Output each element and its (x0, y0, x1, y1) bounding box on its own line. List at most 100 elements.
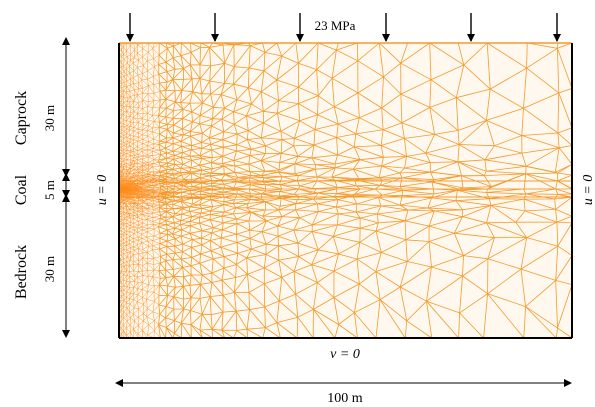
mesh-edge (142, 297, 147, 300)
mesh-edge (129, 62, 134, 67)
mesh-edge (211, 279, 223, 283)
mesh-edge (141, 197, 144, 201)
mesh-edge (165, 295, 168, 307)
mesh-edge (159, 313, 166, 319)
mesh-edge (224, 174, 238, 178)
mesh-edge (211, 282, 224, 296)
mesh-edge (130, 59, 134, 64)
mesh-edge (165, 216, 173, 222)
mesh-edge (458, 144, 486, 161)
mesh-edge (142, 65, 144, 74)
mesh-edge (153, 148, 161, 151)
mesh-edge (359, 230, 377, 243)
right-boundary-condition: u = 0 (581, 175, 595, 205)
mesh-edge (190, 47, 201, 53)
mesh-edge (181, 190, 190, 193)
mesh-edge (210, 204, 224, 212)
mesh-edge (280, 120, 300, 132)
mesh-edge (281, 55, 299, 64)
mesh-edge (160, 172, 167, 174)
mesh-edge (159, 278, 161, 286)
mesh-edge (525, 209, 556, 212)
mesh-edge (224, 107, 234, 113)
mesh-edge (311, 154, 338, 159)
mesh-edge (235, 311, 238, 331)
mesh-edge (182, 121, 193, 130)
mesh-edge (334, 324, 339, 339)
mesh-edge (137, 206, 143, 209)
mesh-edge (120, 317, 124, 323)
mesh-edge (142, 257, 148, 264)
mesh-edge (160, 218, 166, 222)
mesh-edge (189, 103, 193, 112)
mesh-edge (190, 297, 192, 311)
mesh-edge (138, 253, 144, 259)
mesh-edge (146, 202, 154, 205)
mesh-edge (126, 314, 131, 319)
mesh-edge (236, 234, 238, 243)
mesh-edge (223, 188, 238, 191)
mesh-edge (282, 175, 299, 178)
mesh-edge (165, 275, 174, 279)
mesh-edge (209, 80, 225, 84)
mesh-edge (134, 320, 139, 326)
mesh-edge (152, 276, 160, 286)
mesh-edge (132, 74, 139, 78)
mesh-edge (146, 217, 154, 220)
layer-thickness-caprock: 30 m (42, 105, 57, 131)
mesh-edge (260, 153, 266, 161)
mesh-edge (121, 133, 125, 136)
mesh-edge (200, 172, 211, 175)
mesh-edge (183, 78, 193, 80)
mesh-edge (280, 139, 283, 154)
mesh-edge (147, 149, 153, 152)
mesh-edge (165, 155, 175, 159)
mesh-edge (153, 263, 161, 271)
mesh-edge (153, 330, 155, 339)
mesh-edge (246, 110, 264, 117)
mesh-edge (137, 75, 139, 84)
mesh-edge (121, 265, 125, 268)
mesh-edge (124, 265, 127, 267)
mesh-edge (153, 217, 161, 219)
mesh-edge (123, 270, 127, 273)
mesh-edge (223, 183, 234, 189)
mesh-edge (233, 111, 235, 125)
mesh-edge (166, 229, 169, 235)
mesh-edge (521, 152, 527, 167)
mesh-edge (525, 306, 557, 339)
mesh-edge (152, 240, 161, 244)
mesh-edge (133, 139, 138, 142)
mesh-edge (333, 106, 339, 125)
mesh-edge (431, 197, 456, 202)
mesh-edge (338, 241, 361, 255)
mesh-edge (357, 60, 384, 78)
mesh-edge (142, 143, 148, 146)
mesh-edge (224, 207, 236, 213)
mesh-edge (318, 249, 339, 255)
mesh-edge (123, 59, 128, 64)
mesh-edge (132, 77, 139, 84)
mesh-edge (118, 163, 150, 190)
mesh-edge (523, 198, 556, 210)
mesh-edge (249, 188, 262, 195)
mesh-edge (318, 192, 338, 195)
mesh-edge (129, 233, 135, 237)
mesh-edge (129, 304, 131, 313)
mesh-edge (335, 167, 354, 170)
mesh-edge (123, 253, 128, 257)
mesh-edge (121, 131, 125, 134)
mesh-edge (211, 258, 214, 274)
mesh-edge (201, 133, 203, 143)
mesh-edge (121, 295, 124, 297)
mesh-edge (556, 222, 559, 247)
mesh-edge (129, 320, 135, 326)
mesh-edge (555, 188, 559, 195)
mesh-edge (199, 164, 213, 170)
mesh-edge (294, 156, 299, 165)
mesh-edge (211, 185, 224, 190)
mesh-edge (153, 201, 159, 205)
mesh-edge (126, 280, 130, 282)
mesh-edge (175, 101, 184, 110)
mesh-edge (121, 316, 124, 318)
